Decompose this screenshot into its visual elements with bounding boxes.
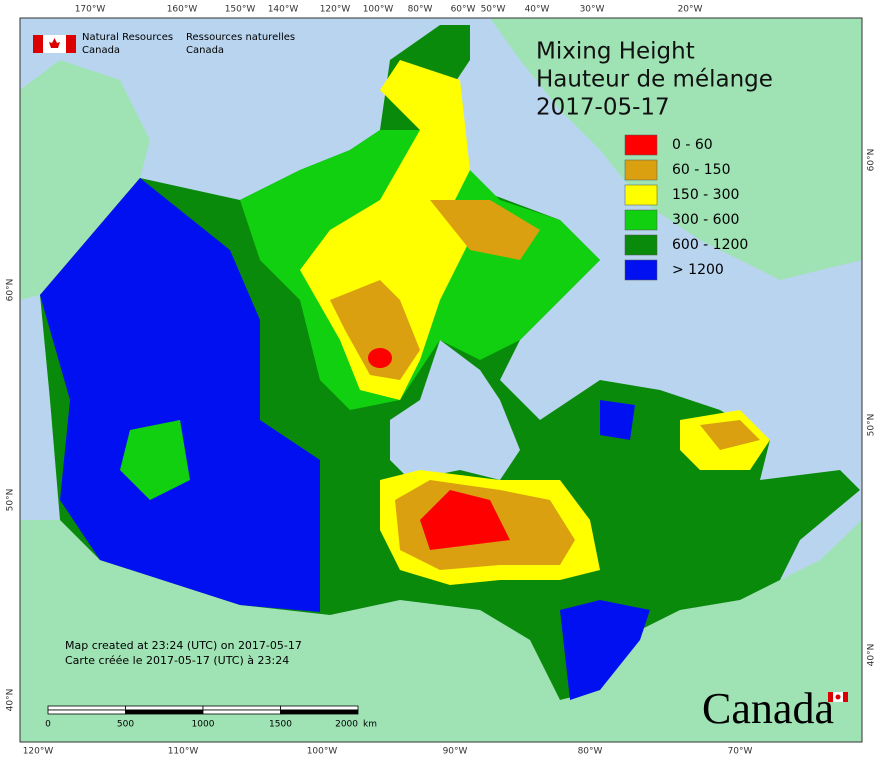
graticule-label: 100°W [363,5,394,15]
arctic-orange [330,280,420,380]
scale-segment [47,709,126,715]
greenland [490,18,862,280]
map-frame [19,17,863,743]
graticule-label: 20°W [678,5,703,15]
graticule-label: 40°W [525,5,550,15]
graticule-label: 80°W [408,5,433,15]
agency-en: Canada [82,45,120,56]
scale-segment [280,709,359,715]
legend-swatch [624,259,658,281]
scale-segment [280,705,359,711]
scale-unit: km [363,720,377,730]
west-blue [40,178,320,612]
graticule-label: 40°N [867,644,877,667]
title: 2017-05-17 [536,95,670,121]
graticule-labels: 170°W 160°W 150°W 140°W 120°W 100°W 80°W 60°W 50… [6,5,877,757]
legend-label: 150 - 300 [672,187,739,203]
scale-label: 2000 [335,720,358,730]
legend-label: > 1200 [672,262,724,278]
labrador-blue [600,400,635,440]
legend-swatch [624,159,658,181]
note: Carte créée le 2017-05-17 (UTC) à 23:24 [65,654,289,667]
legend-label: 300 - 600 [672,212,739,228]
graticule-label: 140°W [268,5,299,15]
red-spot [368,348,392,368]
scale-label: 1000 [192,720,215,730]
title: Mixing Height [536,39,695,65]
flag-bar [33,35,43,53]
scale-segment [125,709,204,715]
legend-label: 60 - 150 [672,162,731,178]
agency-en: Natural Resources [82,32,173,43]
graticule-label: 60°N [6,279,16,302]
graticule-label: 30°W [580,5,605,15]
graticule-label: 60°W [451,5,476,15]
graticule-label: 160°W [167,5,198,15]
note: Map created at 23:24 (UTC) on 2017-05-17 [65,639,302,652]
graticule-label: 40°N [6,689,16,712]
agency-fr: Canada [186,45,224,56]
maple-leaf [49,38,60,48]
legend-swatch [624,184,658,206]
flag-bar [66,35,76,53]
graticule-label: 120°W [23,747,54,757]
graticule-label: 50°N [867,414,877,437]
bc-green [120,420,190,500]
legend-label: 0 - 60 [672,137,713,153]
scale-bar: 0 500 1000 1500 2000 km [45,705,377,730]
scale-label: 1500 [269,720,292,730]
alaska [20,60,150,300]
agency-fr: Ressources naturelles [186,32,295,43]
legend-swatch [624,234,658,256]
legend-swatch [624,134,658,156]
graticule-label: 120°W [320,5,351,15]
wordmark-flag [828,692,848,702]
usa [20,520,862,742]
legend-swatch [624,209,658,231]
graticule-label: 60°N [867,149,877,172]
scale-label: 500 [117,720,134,730]
graticule-label: 110°W [168,747,199,757]
legend-label: 600 - 1200 [672,237,748,253]
graticule-label: 50°N [6,489,16,512]
graticule-label: 70°W [728,747,753,757]
nrcan-logo: Natural Resources Canada Ressources natu… [33,32,295,56]
graticule-label: 100°W [307,747,338,757]
title: Hauteur de mélange [536,67,773,93]
baffin-orange [430,200,540,260]
scale-segment [125,705,204,711]
wordmark: Canada [702,684,834,733]
scale-segment [202,705,281,711]
hudson-bay [390,340,520,480]
scale-segment [202,709,281,715]
graticule-label: 90°W [443,747,468,757]
graticule-label: 170°W [75,5,106,15]
ontario-red [420,490,510,550]
graticule-label: 80°W [578,747,603,757]
scale-label: 0 [45,720,51,730]
map-body [20,18,862,742]
scale-segment [47,705,126,711]
ontario-blue [560,600,650,700]
legend: 0 - 60 60 - 150 150 - 300 300 - 600 600 - 12… [624,134,748,281]
graticule-label: 150°W [225,5,256,15]
quebec-orange [700,420,760,450]
graticule-label: 50°W [481,5,506,15]
